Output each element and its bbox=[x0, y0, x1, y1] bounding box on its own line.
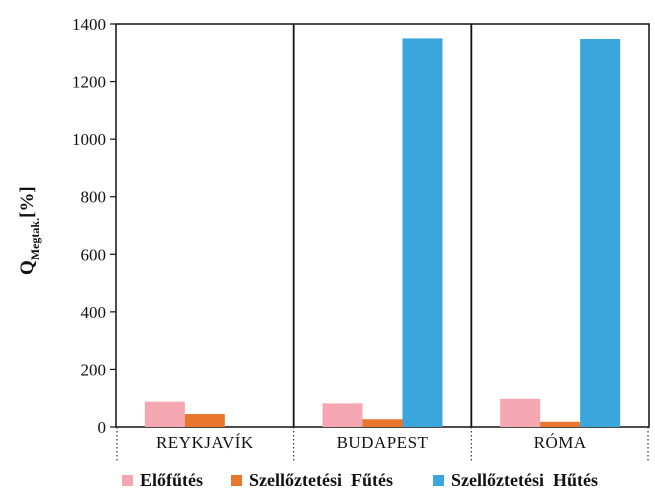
category-labels: REYKJAVÍK BUDAPEST RÓMA bbox=[156, 433, 587, 452]
y-tick-label: 400 bbox=[81, 303, 107, 322]
y-tick-label: 200 bbox=[81, 360, 107, 379]
bar bbox=[402, 38, 443, 428]
legend-swatch-szelloztetesi-futes bbox=[231, 474, 242, 486]
legend-swatch-szelloztetesi-hutes bbox=[433, 474, 444, 486]
y-tick-label: 600 bbox=[81, 245, 107, 264]
y-axis-label-main: Q bbox=[17, 260, 38, 275]
legend-swatch-elofutes bbox=[122, 474, 133, 486]
bars bbox=[144, 38, 621, 428]
y-tick-label: 0 bbox=[98, 418, 107, 437]
category-label: BUDAPEST bbox=[337, 433, 429, 452]
legend: Előfűtés Szellőztetési Fűtés Szellőzteté… bbox=[0, 465, 655, 495]
bar bbox=[362, 419, 403, 427]
bar bbox=[184, 414, 225, 427]
category-label: REYKJAVÍK bbox=[156, 433, 254, 452]
legend-item-elofutes: Előfűtés bbox=[122, 465, 203, 495]
legend-label-elofutes: Előfűtés bbox=[140, 469, 203, 490]
plot-frame bbox=[115, 23, 650, 428]
bar bbox=[500, 398, 541, 427]
bar bbox=[322, 403, 363, 427]
y-axis-label-text: QMegtak.[%] bbox=[17, 186, 42, 275]
legend-label-szelloztetesi-futes: Szellőztetési Fűtés bbox=[249, 469, 393, 490]
axes bbox=[115, 23, 650, 463]
legend-item-szelloztetesi-hutes: Szellőztetési Hűtés bbox=[433, 465, 598, 495]
y-tick-label: 800 bbox=[81, 188, 107, 207]
y-axis-label: QMegtak.[%] bbox=[17, 186, 42, 275]
chart: 0 200 400 600 800 1000 1200 1400 REYKJAVÍK BUDAP… bbox=[17, 15, 650, 463]
y-tick-label: 1000 bbox=[72, 130, 106, 149]
legend-item-szelloztetesi-futes: Szellőztetési Fűtés bbox=[231, 465, 393, 495]
y-axis-ticks: 0 200 400 600 800 1000 1200 1400 bbox=[72, 15, 116, 437]
y-axis-label-subscript: Megtak. bbox=[28, 218, 42, 260]
y-axis-label-unit: [%] bbox=[17, 186, 38, 218]
bar bbox=[540, 421, 581, 427]
bar bbox=[580, 38, 621, 428]
category-label: RÓMA bbox=[534, 433, 587, 452]
bar bbox=[144, 401, 185, 427]
y-tick-label: 1200 bbox=[72, 73, 106, 92]
y-tick-label: 1400 bbox=[72, 15, 106, 34]
legend-label-szelloztetesi-hutes: Szellőztetési Hűtés bbox=[451, 469, 598, 490]
